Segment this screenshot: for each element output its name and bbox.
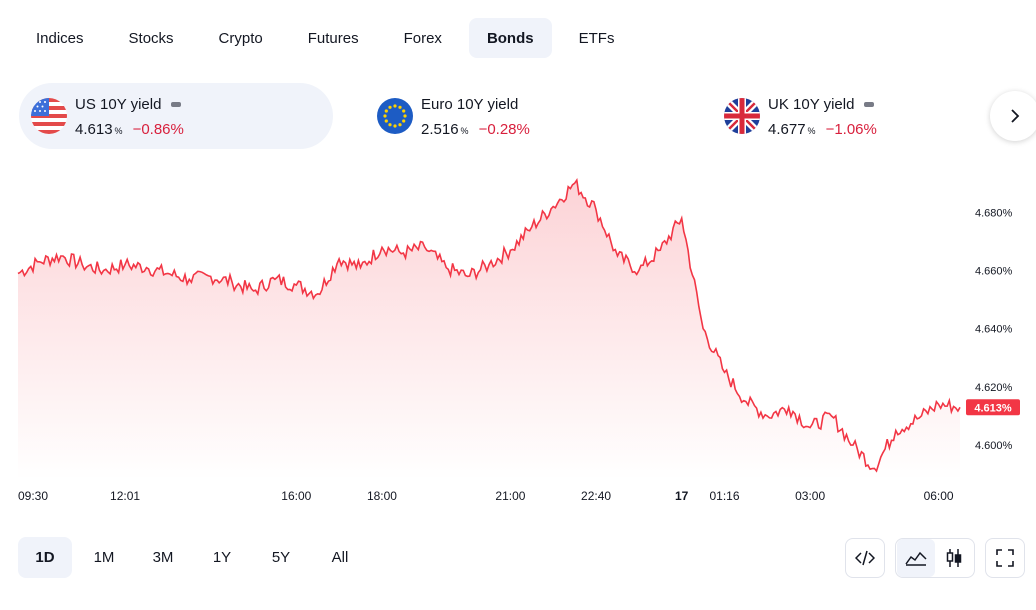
quote-unit: %	[460, 125, 469, 136]
area-chart-icon	[905, 551, 927, 566]
range-selector: 1D 1M 3M 1Y 5Y All	[18, 537, 372, 578]
uk-flag-icon	[724, 98, 760, 134]
quote-value: 4.613	[75, 120, 113, 138]
x-axis-tick-label: 18:00	[367, 489, 397, 503]
quote-name: US 10Y yield	[75, 96, 162, 113]
quote-name: Euro 10Y yield	[421, 96, 519, 113]
range-all[interactable]: All	[331, 549, 349, 566]
tab-forex[interactable]: Forex	[403, 29, 442, 47]
eu-flag-icon	[377, 98, 413, 134]
quote-card-uk[interactable]: UK 10Y yield 4.677 % −1.06%	[712, 83, 1026, 149]
quote-card-euro[interactable]: Euro 10Y yield 2.516 % −0.28%	[365, 83, 679, 149]
quote-change: −1.06%	[825, 120, 877, 138]
us-flag-icon	[31, 98, 67, 134]
quote-value: 2.516	[421, 120, 459, 138]
y-axis-tick-label: 4.600%	[975, 440, 1013, 452]
quote-unit: %	[807, 125, 816, 136]
code-icon	[855, 550, 875, 566]
y-axis-tick-label: 4.660%	[975, 266, 1013, 278]
x-axis-tick-label: 09:30	[18, 489, 48, 503]
quote-name: UK 10Y yield	[768, 96, 855, 113]
chart-type-toggle	[895, 538, 975, 578]
range-3m[interactable]: 3M	[152, 549, 174, 566]
y-axis-tick-label: 4.620%	[975, 382, 1013, 394]
range-1m[interactable]: 1M	[93, 549, 115, 566]
y-axis-tick-label: 4.640%	[975, 324, 1013, 336]
candlestick-icon	[946, 549, 962, 567]
x-axis-tick-label: 17	[675, 489, 689, 503]
market-closed-dash	[171, 102, 182, 107]
candle-chart-button[interactable]	[935, 539, 973, 577]
x-axis-tick-label: 21:00	[495, 489, 525, 503]
tab-futures[interactable]: Futures	[307, 29, 359, 47]
x-axis-tick-label: 06:00	[924, 489, 954, 503]
market-tabs: Indices Stocks Crypto Futures Forex Bond…	[18, 18, 641, 58]
quote-change: −0.86%	[132, 120, 184, 138]
fullscreen-icon	[996, 549, 1014, 567]
quote-change: −0.28%	[478, 120, 530, 138]
chart-series-line	[17, 177, 961, 473]
next-quotes-button[interactable]	[990, 91, 1036, 141]
y-axis-tick-label: 4.680%	[975, 207, 1013, 219]
market-closed-dash	[864, 102, 875, 107]
yield-chart[interactable]: 4.680% 4.660% 4.640% 4.620% 4.600% 09:30 12:0…	[0, 160, 1036, 510]
range-5y[interactable]: 5Y	[271, 549, 291, 566]
x-axis-tick-label: 12:01	[110, 489, 140, 503]
tab-indices[interactable]: Indices	[36, 29, 84, 47]
fullscreen-button[interactable]	[985, 538, 1025, 578]
quote-value: 4.677	[768, 120, 806, 138]
x-axis-tick-label: 16:00	[281, 489, 311, 503]
tab-etfs[interactable]: ETFs	[578, 29, 615, 47]
x-axis-tick-label: 03:00	[795, 489, 825, 503]
range-1d[interactable]: 1D	[18, 537, 72, 578]
x-axis-tick-label: 22:40	[581, 489, 611, 503]
chevron-right-icon	[1011, 109, 1020, 123]
last-price-label: 4.613%	[974, 402, 1012, 414]
last-price-badge	[966, 399, 1020, 416]
tab-stocks[interactable]: Stocks	[128, 29, 174, 47]
quote-unit: %	[114, 125, 123, 136]
embed-button[interactable]	[845, 538, 885, 578]
chart-area-fill	[18, 180, 960, 480]
tab-crypto[interactable]: Crypto	[218, 29, 263, 47]
quote-cards: US 10Y yield 4.613 % −0.86% Euro 10Y yie…	[19, 83, 1036, 149]
range-1y[interactable]: 1Y	[212, 549, 232, 566]
tab-bonds[interactable]: Bonds	[468, 18, 552, 58]
area-chart-button[interactable]	[897, 539, 935, 577]
quote-card-us[interactable]: US 10Y yield 4.613 % −0.86%	[19, 83, 333, 149]
x-axis-tick-label: 01:16	[709, 489, 739, 503]
